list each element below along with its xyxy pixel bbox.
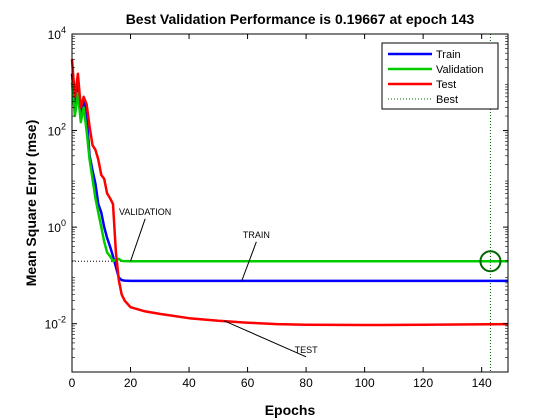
legend-label-validation: Validation (436, 64, 484, 76)
series-line-validation (70, 82, 508, 263)
legend-label-best: Best (436, 94, 458, 106)
x-tick-label: 60 (241, 376, 255, 390)
annotation-pointer (241, 241, 257, 282)
annotation-label: TRAIN (243, 230, 270, 240)
annotation-pointer (130, 218, 146, 262)
x-tick-label: 40 (182, 376, 196, 390)
x-tick-label: 80 (299, 376, 313, 390)
y-tick-label: 100 (48, 218, 66, 235)
x-tick-label: 120 (413, 376, 433, 390)
x-tick-label: 0 (69, 376, 76, 390)
legend-label-test: Test (436, 79, 456, 91)
x-axis-label: Epochs (265, 402, 316, 418)
annotation-label: VALIDATION (119, 207, 171, 217)
chart-title: Best Validation Performance is 0.19667 a… (126, 11, 475, 27)
y-tick-label: 10-2 (45, 315, 66, 332)
y-tick-label: 102 (48, 122, 66, 139)
series-line-train (70, 73, 508, 283)
best-point-marker (479, 250, 502, 273)
x-tick-label: 20 (124, 376, 138, 390)
y-tick-label: 104 (48, 25, 66, 42)
annotation-pointer (223, 320, 307, 358)
plot-frame (71, 33, 509, 373)
annotation-label: TEST (295, 345, 319, 355)
series-line-test (70, 59, 509, 327)
y-axis-label: Mean Square Error (mse) (23, 120, 39, 287)
x-tick-label: 100 (355, 376, 375, 390)
legend-label-train: Train (436, 49, 461, 61)
x-tick-label: 140 (472, 376, 492, 390)
